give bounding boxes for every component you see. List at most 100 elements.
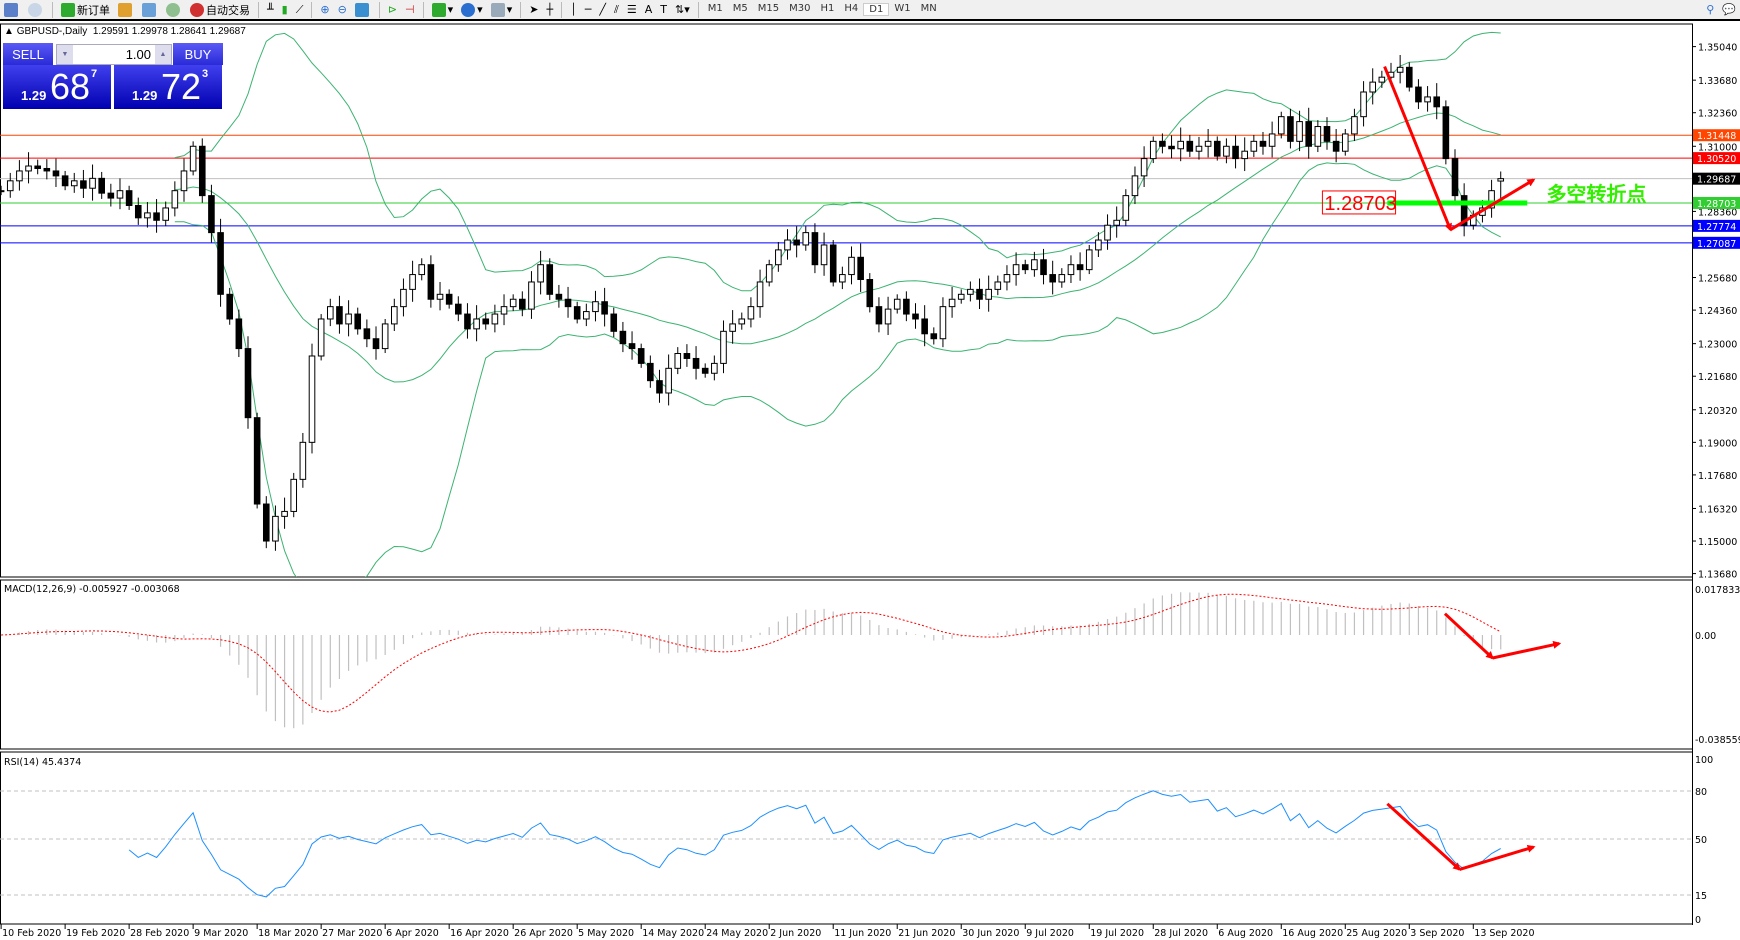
price-tick-label: 1.19000 [1698, 438, 1737, 449]
buy-button[interactable]: BUY [173, 43, 223, 65]
new-order-button[interactable]: 新订单 [58, 1, 113, 19]
text-button[interactable]: A [642, 1, 656, 19]
separator [258, 1, 259, 18]
candle [1204, 129, 1212, 158]
timeframe-m15[interactable]: M15 [757, 3, 780, 14]
timeframe-h4[interactable]: H4 [844, 3, 859, 14]
indicators-button[interactable]: ▾ [429, 1, 457, 19]
candle [509, 294, 517, 312]
equidistant-channel-button[interactable]: ⫽ [611, 1, 622, 19]
experts-button[interactable] [115, 1, 137, 19]
rsi-arrow-up [1459, 844, 1536, 871]
lot-decrease-button[interactable]: ▼ [57, 45, 73, 64]
candle-body-bull [720, 330, 727, 364]
candle [0, 185, 5, 196]
candle [1442, 100, 1450, 165]
templates-button[interactable]: ▾ [488, 1, 516, 19]
candle [555, 284, 563, 308]
auto-trading-button[interactable]: 自动交易 [187, 1, 253, 19]
bid-price[interactable]: 1.29 68 7 [3, 65, 111, 109]
chat-button[interactable]: 💬 [1719, 1, 1739, 19]
price-tick-label: 1.33680 [1698, 76, 1737, 87]
text-label-button[interactable]: T [657, 1, 670, 19]
candle-body-bear [1232, 145, 1239, 160]
fibonacci-button[interactable]: ☰ [624, 1, 640, 19]
candle [1405, 62, 1413, 92]
date-tick-label: 16 Apr 2020 [450, 928, 509, 939]
candle-body-bear [52, 170, 60, 177]
auto-scroll-button[interactable]: ⊳ [385, 1, 400, 19]
candle-body-bear [637, 348, 645, 364]
bar-chart-button[interactable]: ╨ [264, 1, 277, 19]
candle-body-bear [445, 293, 453, 305]
sell-button[interactable]: SELL [3, 43, 53, 65]
cursor-button[interactable]: ➤ [526, 1, 541, 19]
price-line-label-bg [1693, 219, 1740, 232]
ask-price[interactable]: 1.29 72 3 [114, 65, 222, 109]
candle [1095, 232, 1102, 258]
arrows-button[interactable]: ⇅ ▾ [675, 3, 690, 16]
zoom-out-button[interactable]: ⊖ [335, 1, 350, 19]
candle-body-bull [1241, 150, 1248, 160]
candle [217, 218, 224, 307]
indicator-add-icon [431, 2, 446, 17]
price-tick-label: 1.35040 [1698, 43, 1737, 54]
candle-body-bear [34, 165, 41, 169]
navigator-button[interactable] [1, 1, 23, 19]
lot-increase-button[interactable]: ▲ [155, 45, 171, 64]
tile-windows-button[interactable] [352, 1, 374, 19]
chart-shift-button[interactable]: ⊣ [402, 1, 418, 19]
lot-input[interactable]: 1.00 [125, 47, 151, 62]
timeframe-m5[interactable]: M5 [732, 3, 748, 14]
candle-body-bull [1177, 140, 1184, 150]
market-watch-button[interactable] [25, 1, 47, 19]
candle-body-bull [939, 306, 947, 340]
timeframe-w1[interactable]: W1 [894, 3, 911, 14]
candle-body-bull [345, 313, 352, 325]
candle-body-bull [747, 306, 755, 320]
candle [976, 278, 983, 310]
horizontal-line-button[interactable]: ─ [582, 1, 595, 19]
candlestick-button[interactable]: ▮ [279, 1, 291, 19]
bollinger-upper [174, 31, 1501, 292]
candle-body-bull [884, 308, 892, 325]
candle [1287, 108, 1294, 149]
macd-panel [1, 592, 1562, 729]
vertical-line-button[interactable]: │ [567, 1, 580, 19]
candle-body-bear [1040, 259, 1047, 276]
candle-body-bear [811, 232, 819, 266]
candle-body-bull [1424, 96, 1431, 103]
history-button[interactable] [139, 1, 161, 19]
signals-button[interactable] [163, 1, 185, 19]
candle-body-bull [537, 264, 544, 283]
timeframe-m30[interactable]: M30 [789, 3, 811, 14]
separator [378, 1, 380, 18]
line-chart-button[interactable]: ⟋ [293, 1, 307, 19]
ask-prefix: 1.29 [132, 88, 158, 103]
timeframe-mn[interactable]: MN [920, 3, 937, 14]
candle-body-bull [1012, 264, 1020, 276]
trendline-button[interactable]: ╱ [596, 1, 609, 19]
candle [52, 158, 60, 187]
zoom-in-button[interactable]: ⊕ [317, 1, 332, 19]
candle-body-bear [198, 145, 206, 197]
rsi-tick-label: 50 [1695, 835, 1707, 846]
candle [665, 354, 672, 406]
candle-body-bull [1195, 145, 1203, 152]
periods-button[interactable]: ▾ [458, 1, 486, 19]
candle-body-bear [573, 306, 581, 320]
timeframe-d1[interactable]: D1 [863, 3, 890, 16]
search-button[interactable]: ⚲ [1703, 1, 1717, 19]
collapse-triangle-icon[interactable]: ▲ [4, 26, 14, 37]
timeframe-m1[interactable]: M1 [707, 3, 723, 14]
candle [1040, 248, 1047, 285]
crosshair-button[interactable]: ┼ [543, 1, 556, 19]
candle-body-bull [400, 288, 407, 308]
rsi-tick-label: 100 [1695, 755, 1713, 766]
timeframe-h1[interactable]: H1 [820, 3, 835, 14]
date-tick-label: 16 Aug 2020 [1282, 928, 1343, 939]
arrows-icon: ⇅ [675, 3, 685, 16]
price-tick-label: 1.15000 [1698, 537, 1737, 548]
candle [619, 321, 627, 353]
